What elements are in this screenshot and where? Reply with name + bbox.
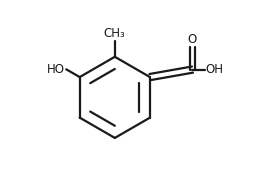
Text: HO: HO	[47, 63, 65, 76]
Text: O: O	[188, 33, 197, 46]
Text: CH₃: CH₃	[103, 27, 125, 40]
Text: OH: OH	[205, 63, 223, 76]
